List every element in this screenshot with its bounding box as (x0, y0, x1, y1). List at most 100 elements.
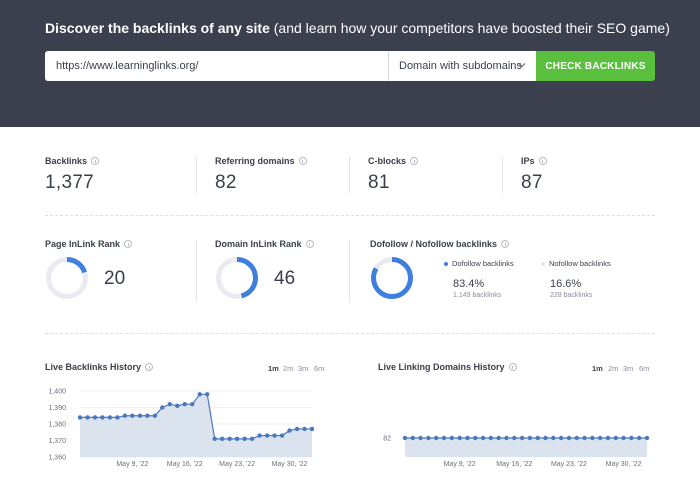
info-icon[interactable] (298, 157, 307, 165)
area-fill (80, 394, 312, 457)
page-rank-value: 20 (104, 268, 126, 289)
data-point (480, 435, 486, 441)
data-point (130, 413, 135, 418)
info-icon[interactable] (145, 363, 154, 371)
chart-title-text: Live Linking Domains History (378, 362, 505, 372)
data-point (551, 435, 556, 441)
check-backlinks-button[interactable]: CHECK BACKLINKS (536, 51, 655, 81)
nofollow-dot (541, 261, 545, 266)
stat-value: 87 (521, 172, 543, 193)
legend-label: Nofollow backlinks (549, 259, 611, 268)
divider (196, 157, 197, 193)
hero-title-bold: Discover the backlinks of any site (45, 20, 270, 36)
range-6m[interactable]: 6m (639, 364, 650, 373)
range-6m[interactable]: 6m (314, 364, 325, 373)
data-point (566, 435, 572, 441)
y-tick-label: 1,390 (48, 405, 66, 412)
data-point (227, 436, 232, 442)
y-tick-label: 82 (383, 436, 391, 443)
stat-value: 81 (368, 172, 390, 193)
range-3m[interactable]: 3m (623, 364, 634, 373)
legend-label: Dofollow backlinks (452, 259, 514, 268)
data-point (504, 435, 509, 441)
stat-label: Referring domains (215, 156, 295, 166)
data-point (410, 435, 416, 441)
info-icon[interactable] (501, 240, 510, 248)
data-point (441, 435, 447, 441)
data-point (418, 435, 423, 441)
divider (349, 240, 350, 302)
info-icon[interactable] (305, 240, 314, 248)
donut-fill (216, 257, 258, 299)
y-tick-label: 1,360 (48, 455, 66, 462)
data-point (100, 415, 105, 420)
data-point (465, 435, 470, 441)
nofollow-pct: 16.6% (550, 278, 582, 290)
follow-donut (371, 257, 413, 299)
data-point (287, 428, 292, 433)
range-1m[interactable]: 1m (268, 364, 279, 373)
stat-value: 82 (215, 172, 237, 193)
dofollow-legend: Dofollow backlinks (444, 259, 514, 268)
data-point (205, 392, 210, 397)
rank-label-text: Page InLink Rank (45, 239, 121, 249)
info-icon[interactable] (124, 240, 133, 248)
info-icon[interactable] (410, 157, 419, 165)
data-point (644, 435, 650, 441)
data-point (512, 435, 517, 441)
linking-domains-history-chart: 82 May 9, '22 May 16, '22 May 23, '22 May 30… (383, 435, 650, 468)
hero-banner: Discover the backlinks of any site (and … (0, 0, 700, 127)
scope-select-value: Domain with subdomains (399, 60, 522, 72)
section-divider (45, 333, 655, 334)
stat-label: Backlinks (45, 156, 88, 166)
backlinks-history-chart: 1,360 1,370 1,380 1,390 1,400 May 9, '22 May 1… (48, 389, 315, 468)
domain-inlink-rank-label: Domain InLink Rank (215, 239, 314, 249)
data-point (212, 436, 217, 442)
data-point (597, 435, 603, 441)
range-2m[interactable]: 2m (608, 364, 619, 373)
data-point (519, 435, 525, 441)
data-point (197, 392, 202, 397)
divider (349, 157, 350, 193)
data-point (302, 426, 307, 432)
nofollow-legend: Nofollow backlinks (541, 259, 611, 268)
x-tick-label: May 16, '22 (496, 461, 532, 468)
data-point (182, 402, 187, 407)
donut-fill (371, 257, 413, 299)
area-fill (405, 438, 647, 457)
range-2m[interactable]: 2m (283, 364, 294, 373)
scope-select[interactable]: Domain with subdomains (388, 51, 536, 81)
data-point (473, 435, 478, 441)
data-point (629, 435, 634, 441)
data-point (167, 402, 173, 407)
x-tick-label: May 23, '22 (551, 461, 587, 468)
chevron-down-icon (518, 63, 526, 68)
data-point (636, 435, 642, 441)
divider (196, 240, 197, 302)
data-point (605, 435, 611, 441)
y-tick-label: 1,380 (48, 422, 66, 429)
x-tick-label: May 9, '22 (116, 461, 148, 468)
data-point (257, 433, 262, 438)
data-point (219, 436, 225, 442)
section-divider (45, 215, 655, 216)
info-icon[interactable] (508, 363, 517, 371)
data-point (613, 435, 618, 441)
dofollow-count: 1,149 backlinks (453, 292, 502, 299)
x-tick-label: May 23, '22 (219, 461, 255, 468)
hero-title-rest: (and learn how your competitors have boo… (269, 20, 670, 36)
y-tick-label: 1,370 (48, 438, 66, 445)
range-3m[interactable]: 3m (298, 364, 309, 373)
range-1m[interactable]: 1m (592, 364, 603, 373)
x-tick-label: May 30, '22 (606, 461, 642, 468)
follow-label-text: Dofollow / Nofollow backlinks (370, 239, 498, 249)
dofollow-pct: 83.4% (453, 278, 485, 290)
page-inlink-rank-label: Page InLink Rank (45, 239, 133, 249)
info-icon[interactable] (91, 157, 100, 165)
url-input[interactable] (45, 51, 388, 81)
hero-title: Discover the backlinks of any site (and … (45, 20, 670, 36)
data-point (152, 413, 158, 418)
info-icon[interactable] (538, 157, 547, 165)
x-tick-label: May 30, '22 (272, 461, 308, 468)
data-point (496, 435, 501, 441)
